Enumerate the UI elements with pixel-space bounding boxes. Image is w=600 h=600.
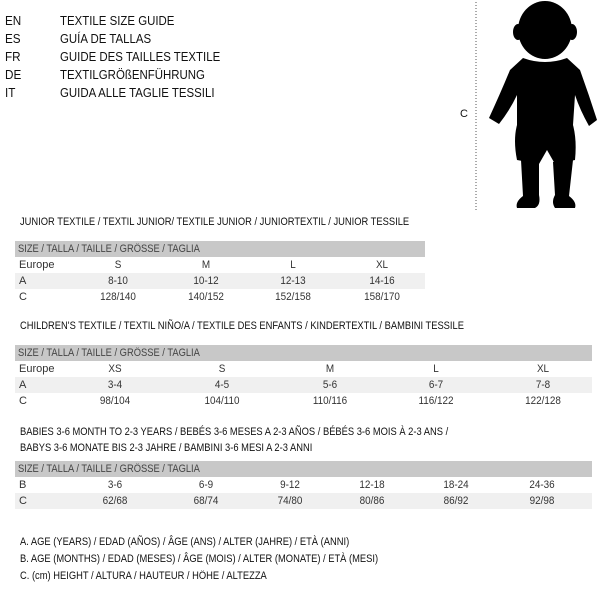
row-label: Europe [19,259,55,271]
table-row: Europe S M L XL [15,257,425,273]
table-row: B 3-6 6-9 9-12 12-18 18-24 24-36 [15,477,592,493]
legend-c: C. (cm) HEIGHT / ALTURA / HAUTEUR / HÖHE… [20,570,267,582]
junior-table: SIZE / TALLA / TAILLE / GRÖSSE / TAGLIA E… [15,241,425,305]
table-cell: 122/128 [525,395,561,407]
guide-title: GUÍA DE TALLAS [60,31,152,46]
table-cell: 6-9 [198,479,214,491]
children-title: CHILDREN'S TEXTILE / TEXTIL NIÑO/A / TEX… [20,320,464,332]
size-header: SIZE / TALLA / TAILLE / GRÖSSE / TAGLIA [18,243,200,255]
table-cell: 3-4 [107,379,123,391]
guide-title: TEXTILE SIZE GUIDE [60,13,175,28]
babies-title-line2: BABYS 3-6 MONATE BIS 2-3 JAHRE / BAMBINI… [20,442,313,454]
row-label: C [19,395,27,407]
table-cell: 80/86 [359,495,385,507]
children-table: SIZE / TALLA / TAILLE / GRÖSSE / TAGLIA E… [15,345,592,409]
guide-title: GUIDA ALLE TAGLIE TESSILI [60,85,215,100]
table-row: Europe XS S M L XL [15,361,592,377]
table-cell: 4-5 [214,379,230,391]
table-cell: S [114,259,122,271]
language-code: ES [5,31,21,46]
table-cell: 3-6 [107,479,123,491]
table-row: C 62/68 68/74 74/80 80/86 86/92 92/98 [15,493,592,509]
size-header-row: SIZE / TALLA / TAILLE / GRÖSSE / TAGLIA [15,241,425,257]
table-row: A 3-4 4-5 5-6 6-7 7-8 [15,377,592,393]
table-cell: 116/122 [418,395,454,407]
table-cell: 74/80 [277,495,303,507]
table-cell: 24-36 [529,479,555,491]
table-cell: M [201,259,211,271]
table-cell: 9-12 [280,479,300,491]
table-row: C 98/104 104/110 110/116 116/122 122/128 [15,393,592,409]
guide-title: GUIDE DES TAILLES TEXTILE [60,49,221,64]
table-row: C 128/140 140/152 152/158 158/170 [15,289,425,305]
row-label: A [19,379,27,391]
size-header-row: SIZE / TALLA / TAILLE / GRÖSSE / TAGLIA [15,461,592,477]
table-row: A 8-10 10-12 12-13 14-16 [15,273,425,289]
table-cell: 8-10 [108,275,128,287]
language-code: EN [5,13,22,28]
language-code: DE [5,67,22,82]
language-code: FR [5,49,21,64]
language-code: IT [5,85,16,100]
table-cell: 104/110 [204,395,240,407]
row-label: C [19,495,27,507]
table-cell: 68/74 [193,495,219,507]
table-cell: 98/104 [99,395,131,407]
table-cell: XS [108,363,122,375]
legend-a: A. AGE (YEARS) / EDAD (AÑOS) / ÂGE (ANS)… [20,536,350,548]
height-marker-label: C [460,108,468,120]
table-cell: M [325,363,335,375]
table-cell: 6-7 [428,379,444,391]
child-silhouette-icon [475,1,597,210]
table-cell: 7-8 [535,379,551,391]
row-label: C [19,291,27,303]
row-label: B [19,479,27,491]
table-cell: 158/170 [364,291,400,303]
table-cell: 10-12 [193,275,219,287]
table-cell: 12-18 [359,479,385,491]
table-cell: 152/158 [275,291,311,303]
row-label: Europe [19,363,55,375]
table-cell: 86/92 [443,495,469,507]
guide-title: TEXTILGRÖßENFÜHRUNG [60,67,205,82]
table-cell: S [218,363,226,375]
table-cell: L [290,259,296,271]
junior-title: JUNIOR TEXTILE / TEXTIL JUNIOR/ TEXTILE … [20,216,410,228]
size-header: SIZE / TALLA / TAILLE / GRÖSSE / TAGLIA [18,463,200,475]
table-cell: 5-6 [322,379,338,391]
size-header-row: SIZE / TALLA / TAILLE / GRÖSSE / TAGLIA [15,345,592,361]
babies-title-line1: BABIES 3-6 MONTH TO 2-3 YEARS / BEBÉS 3-… [20,426,449,438]
table-cell: 62/68 [102,495,128,507]
table-cell: 140/152 [188,291,224,303]
table-cell: XL [375,259,389,271]
legend-b: B. AGE (MONTHS) / EDAD (MESES) / ÂGE (MO… [20,553,379,565]
table-cell: 110/116 [312,395,348,407]
table-cell: 18-24 [443,479,469,491]
row-label: A [19,275,27,287]
size-header: SIZE / TALLA / TAILLE / GRÖSSE / TAGLIA [18,347,200,359]
table-cell: 92/98 [529,495,555,507]
table-cell: XL [536,363,550,375]
table-cell: 12-13 [280,275,306,287]
table-cell: 14-16 [369,275,395,287]
table-cell: 128/140 [100,291,136,303]
table-cell: L [433,363,439,375]
babies-table: SIZE / TALLA / TAILLE / GRÖSSE / TAGLIA B… [15,461,592,509]
